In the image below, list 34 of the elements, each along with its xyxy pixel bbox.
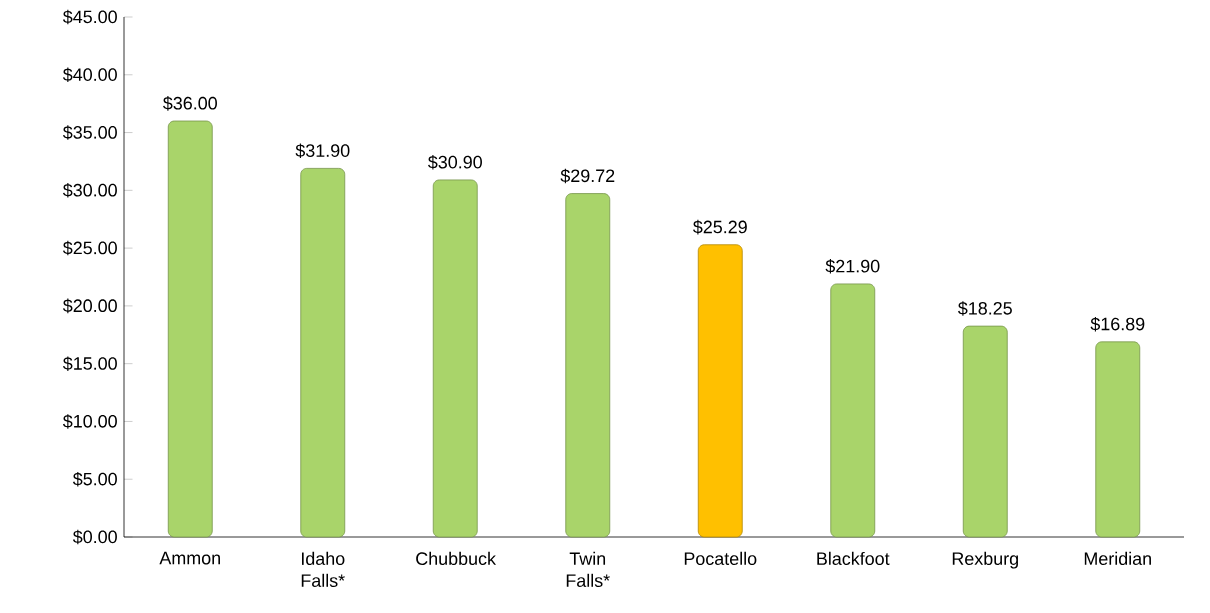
x-tick-label: Chubbuck: [416, 551, 497, 566]
bar: [565, 193, 611, 538]
bar: [300, 167, 346, 538]
bar: [962, 325, 1008, 538]
x-tick-label: Ammon: [159, 551, 220, 565]
bar: [1095, 341, 1141, 538]
x-tick-label: Twin Falls*: [566, 551, 610, 587]
y-tick-label: $0.00: [72, 529, 117, 545]
y-tick-label: $35.00: [62, 125, 117, 140]
x-tick-label: Idaho Falls*: [301, 551, 345, 587]
y-tick-label: $5.00: [72, 471, 117, 487]
y-tick-label: $30.00: [62, 183, 117, 198]
data-label: $30.90: [428, 155, 482, 170]
data-label: $21.90: [825, 259, 880, 274]
bar: [432, 179, 478, 538]
y-tick-label: $10.00: [62, 414, 117, 429]
data-label: $18.25: [958, 301, 1012, 316]
data-label: $31.90: [295, 143, 350, 159]
data-label: $25.29: [693, 219, 747, 235]
x-tick-label: Rexburg: [952, 551, 1018, 569]
bar: [167, 120, 213, 538]
data-label: $29.72: [560, 168, 615, 184]
bar: [830, 283, 876, 538]
data-label: $36.00: [163, 96, 217, 111]
x-tick-label: Blackfoot: [817, 551, 890, 566]
x-tick-label: Meridian: [1084, 551, 1151, 566]
y-tick-label: $20.00: [62, 298, 117, 314]
y-tick-label: $15.00: [62, 356, 117, 371]
y-tick-label: $45.00: [62, 9, 117, 25]
y-tick-label: $25.00: [62, 240, 117, 256]
x-tick-label: Pocatello: [684, 551, 757, 566]
bar: [697, 244, 743, 538]
data-label: $16.89: [1090, 316, 1145, 332]
y-tick-label: $40.00: [62, 67, 117, 83]
